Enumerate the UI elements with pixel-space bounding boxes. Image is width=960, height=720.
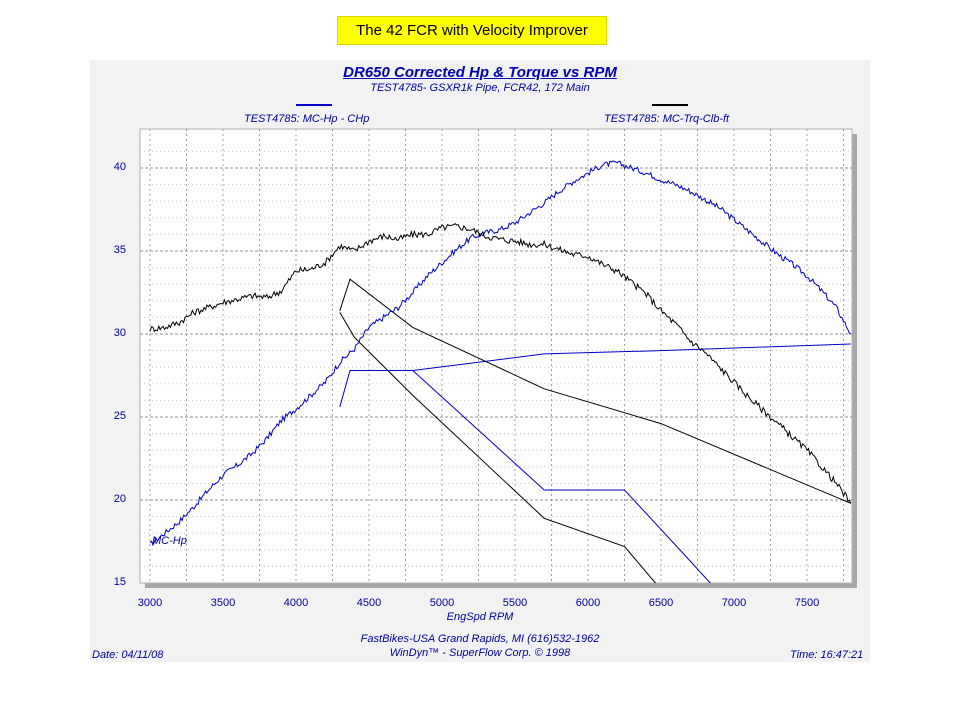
series-line-torque (149, 222, 852, 504)
legend-label-hp: TEST4785: MC-Hp - CHp (244, 113, 370, 125)
x-tick-label: 3500 (210, 597, 236, 609)
x-tick-label: 5000 (429, 597, 455, 609)
trace-line-2 (350, 343, 851, 371)
y-tick-label: 40 (113, 161, 126, 173)
y-tick-label: 20 (113, 493, 126, 505)
footer-source-line1: FastBikes-USA Grand Rapids, MI (616)532-… (360, 633, 600, 645)
x-tick-label: 4000 (283, 597, 309, 609)
y-tick-label: 30 (113, 327, 126, 339)
footer-date: Date: 04/11/08 (92, 649, 164, 661)
y-tick-label: 35 (113, 244, 126, 256)
chart-title: DR650 Corrected Hp & Torque vs RPM (343, 64, 617, 81)
chart-subtitle: TEST4785- GSXR1k Pipe, FCR42, 172 Main (370, 82, 590, 94)
footer-time: Time: 16:47:21 (790, 649, 864, 661)
x-tick-label: 7500 (794, 597, 820, 609)
x-tick-label: 5500 (502, 597, 528, 609)
trace-line-4 (339, 278, 851, 504)
plot-background (139, 128, 853, 584)
chart-banner: The 42 FCR with Velocity Improver (337, 16, 607, 45)
y-tick-label: 15 (113, 576, 126, 588)
x-axis-label: EngSpd RPM (446, 611, 514, 623)
y-tick-label: 25 (113, 410, 126, 422)
x-tick-label: 6000 (575, 597, 601, 609)
x-tick-label: 7000 (721, 597, 747, 609)
trace-line-3 (339, 312, 657, 583)
series-line-hp (149, 160, 852, 547)
footer-source-line2: WinDyn™ - SuperFlow Corp. © 1998 (389, 647, 571, 659)
legend-swatch-torque (652, 104, 688, 106)
series-label-hp: MC-Hp (152, 535, 187, 547)
x-tick-label: 3000 (137, 597, 163, 609)
legend-swatch-hp (296, 104, 332, 106)
x-tick-label: 6500 (648, 597, 674, 609)
legend-label-torque: TEST4785: MC-Trq-Clb-ft (604, 113, 730, 125)
x-tick-label: 4500 (356, 597, 382, 609)
